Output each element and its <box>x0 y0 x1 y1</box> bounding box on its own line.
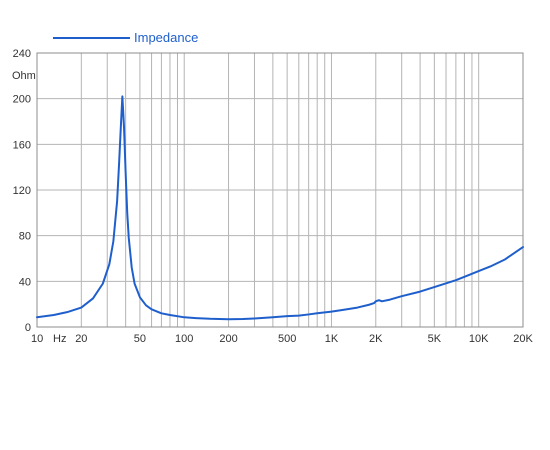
x-tick-label: 50 <box>134 333 146 345</box>
x-tick-label: 500 <box>278 333 296 345</box>
y-tick-label: 120 <box>13 185 31 197</box>
x-tick-label: 5K <box>428 333 442 345</box>
y-axis-ticks: 0 40 80 120 160 200 240 <box>13 48 31 334</box>
y-tick-label: 40 <box>19 276 31 288</box>
y-tick-label: 200 <box>13 94 31 106</box>
x-axis-unit-label: Hz <box>53 333 66 345</box>
y-tick-label: 240 <box>13 48 31 60</box>
x-tick-label: 200 <box>219 333 237 345</box>
series-group <box>36 95 524 321</box>
impedance-series-line <box>36 95 524 321</box>
x-tick-label: 20 <box>75 333 87 345</box>
x-axis-ticks: 10 20 50 100 200 500 1K 2K 5K 10K 20K <box>31 333 533 345</box>
x-tick-label: 100 <box>175 333 193 345</box>
legend-label: Impedance <box>134 30 198 45</box>
y-tick-label: 80 <box>19 231 31 243</box>
legend: Impedance <box>53 30 198 45</box>
y-tick-label: 0 <box>25 322 31 334</box>
y-axis-label: Ohm <box>12 70 36 82</box>
x-tick-label: 2K <box>369 333 383 345</box>
x-tick-label: 1K <box>325 333 339 345</box>
x-tick-label: 10K <box>469 333 489 345</box>
y-tick-label: 160 <box>13 139 31 151</box>
plot-frame <box>36 52 524 328</box>
x-tick-label: 20K <box>513 333 533 345</box>
x-tick-label: 10 <box>31 333 43 345</box>
grid <box>36 52 524 328</box>
